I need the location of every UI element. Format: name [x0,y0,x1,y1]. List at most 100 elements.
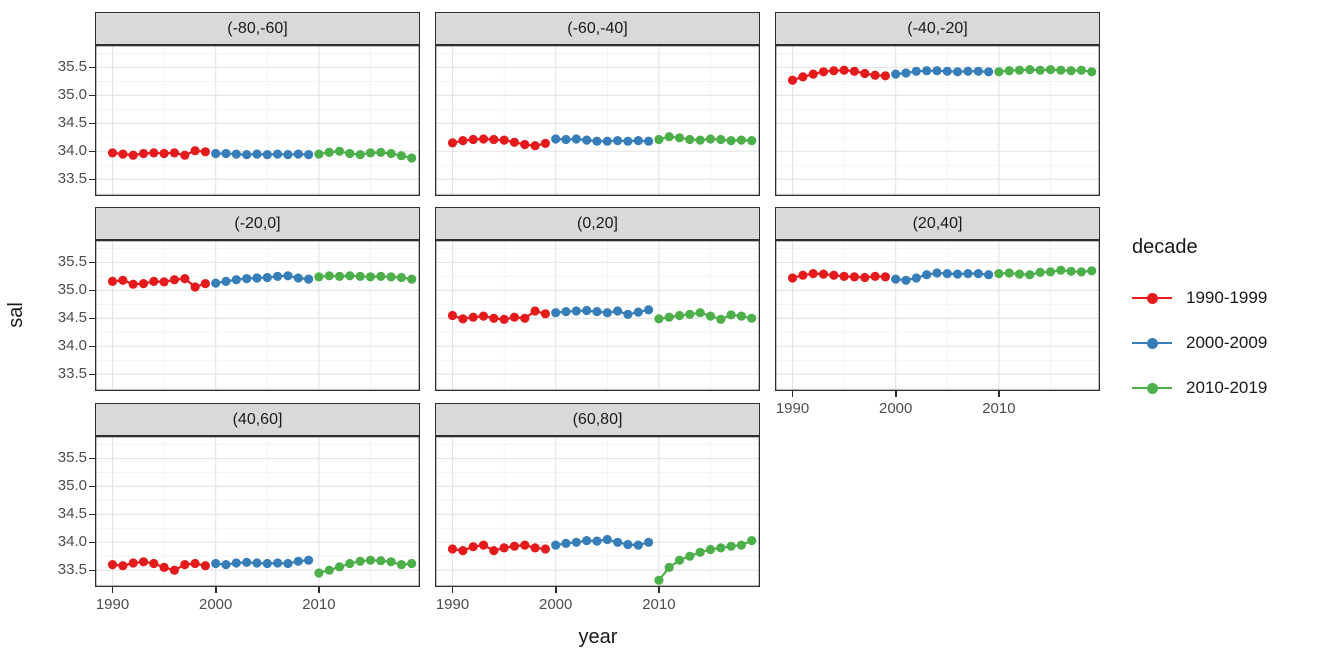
legend-label: 1990-1999 [1186,288,1268,307]
data-point [221,148,231,159]
data-point [180,560,190,570]
data-point [654,134,664,145]
facet-plot-area [435,45,760,196]
data-point [860,68,870,79]
data-point [530,306,540,316]
data-point [808,69,818,79]
data-point [582,305,592,316]
data-point [499,543,509,553]
x-tick-mark [215,587,217,593]
series-line-1990-1999 [111,277,207,289]
data-point [345,148,355,159]
facet-label: (60,80] [572,410,623,428]
data-point [447,310,458,321]
data-point [870,271,880,281]
data-point [592,307,602,317]
y-tick-label: 34.0 [57,142,87,160]
data-point [891,274,901,284]
data-point [355,556,365,566]
data-point [190,558,200,569]
data-point [262,272,272,283]
data-point [283,558,293,569]
data-point [705,544,716,555]
data-point [334,271,345,281]
legend: decade 1990-1999 2000-2009 2010-2019 [1132,236,1344,398]
x-tick-label: 2000 [539,596,573,613]
data-point [489,313,499,323]
facet-strip: (20,40] [775,207,1100,240]
y-tick-label: 35.0 [57,477,87,495]
data-point [932,268,942,278]
data-point [200,279,210,289]
data-point [1025,65,1035,75]
data-point [623,309,633,319]
data-point [211,558,221,569]
data-point [1025,270,1035,280]
data-point [623,136,633,146]
y-tick-label: 34.0 [57,533,87,551]
facet-plot-area [435,240,760,391]
data-point [922,270,932,280]
data-point [509,312,519,322]
legend-key-icon [1132,378,1172,398]
data-point [747,536,757,546]
data-point [355,271,365,281]
x-axis-title: year [578,626,618,648]
legend-entry: 2010-2019 [1132,378,1344,398]
data-point [1004,268,1014,278]
facet-strip: (0,20] [435,207,760,240]
data-point [664,132,674,142]
data-point [386,148,396,159]
data-point [499,135,509,145]
data-point [458,314,468,324]
data-point [520,139,530,150]
data-point [283,150,293,160]
series-line-1990-1999 [451,543,547,552]
data-point [1066,66,1076,76]
facet-strip: (-80,-60] [95,12,420,45]
facet-plot-area [95,240,420,391]
series-line-2010-2019 [317,150,413,160]
facet-label: (-80,-60] [227,19,288,37]
data-point [540,138,550,148]
data-point [273,149,283,159]
data-point [138,148,149,159]
data-point [644,136,654,146]
data-point [107,276,118,286]
data-point [128,150,138,160]
data-point [118,561,128,571]
data-point [107,560,118,570]
data-point [540,544,550,554]
series-line-2000-2009 [894,271,990,282]
data-point [716,134,726,145]
data-point [1076,65,1086,75]
data-point [644,305,654,315]
data-point [190,146,200,156]
legend-entry: 2000-2009 [1132,333,1344,353]
data-point [695,308,705,318]
data-point [211,148,221,159]
data-point [231,558,241,568]
legend-key-icon [1132,333,1172,353]
legend-title: decade [1132,236,1198,258]
x-tick-label: 2010 [302,596,336,613]
series-line-2010-2019 [997,68,1093,73]
series-line-2010-2019 [317,274,413,281]
data-point [211,278,221,288]
data-point [149,558,159,569]
data-point [633,540,643,550]
data-point [736,540,746,550]
data-point [169,565,179,575]
data-point [953,269,963,279]
y-tick-label: 34.5 [57,114,87,132]
data-point [1087,266,1097,276]
data-point [808,269,818,279]
data-point [994,269,1004,279]
facet-label: (-60,-40] [567,19,628,37]
series-line-2000-2009 [554,538,650,547]
data-point [880,71,890,81]
data-point [932,66,942,76]
data-point [674,555,685,565]
facet-label: (-40,-20] [907,19,968,37]
x-tick-label: 2000 [879,400,913,417]
